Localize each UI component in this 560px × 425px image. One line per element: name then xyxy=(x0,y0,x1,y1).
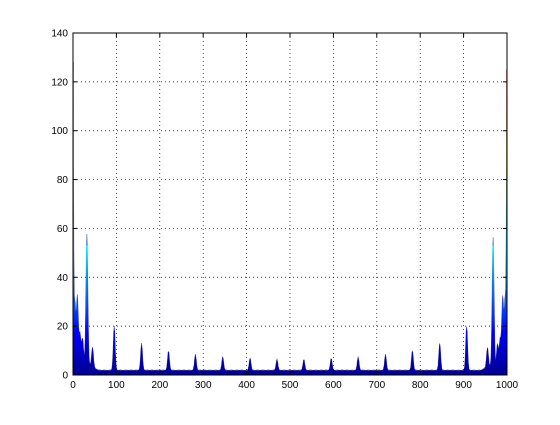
y-tick-label: 20 xyxy=(57,322,69,333)
x-tick-label: 100 xyxy=(108,380,125,391)
plot-background xyxy=(73,33,507,375)
x-tick-label: 900 xyxy=(455,380,472,391)
y-tick-label: 0 xyxy=(62,371,68,382)
series-outline xyxy=(73,42,507,375)
y-axis-ticks: 0 20 40 60 80 100 120 140 xyxy=(51,29,507,382)
y-tick-label: 60 xyxy=(57,224,69,235)
y-tick-label: 120 xyxy=(51,77,68,88)
y-tick-label: 140 xyxy=(51,29,68,40)
data-series xyxy=(73,42,507,375)
y-tick-label: 100 xyxy=(51,126,68,137)
x-tick-label: 600 xyxy=(325,380,342,391)
x-tick-label: 500 xyxy=(282,380,299,391)
x-tick-label: 0 xyxy=(70,380,76,391)
x-tick-label: 200 xyxy=(151,380,168,391)
y-tick-label: 80 xyxy=(57,175,69,186)
y-tick-label: 40 xyxy=(57,273,69,284)
x-tick-label: 700 xyxy=(368,380,385,391)
x-tick-label: 300 xyxy=(195,380,212,391)
x-axis-ticks: 0 100 200 300 400 500 600 700 800 900 1000 xyxy=(70,33,519,391)
x-tick-label: 800 xyxy=(412,380,429,391)
x-tick-label: 400 xyxy=(238,380,255,391)
grid-lines xyxy=(73,33,507,375)
x-tick-label: 1000 xyxy=(496,380,519,391)
